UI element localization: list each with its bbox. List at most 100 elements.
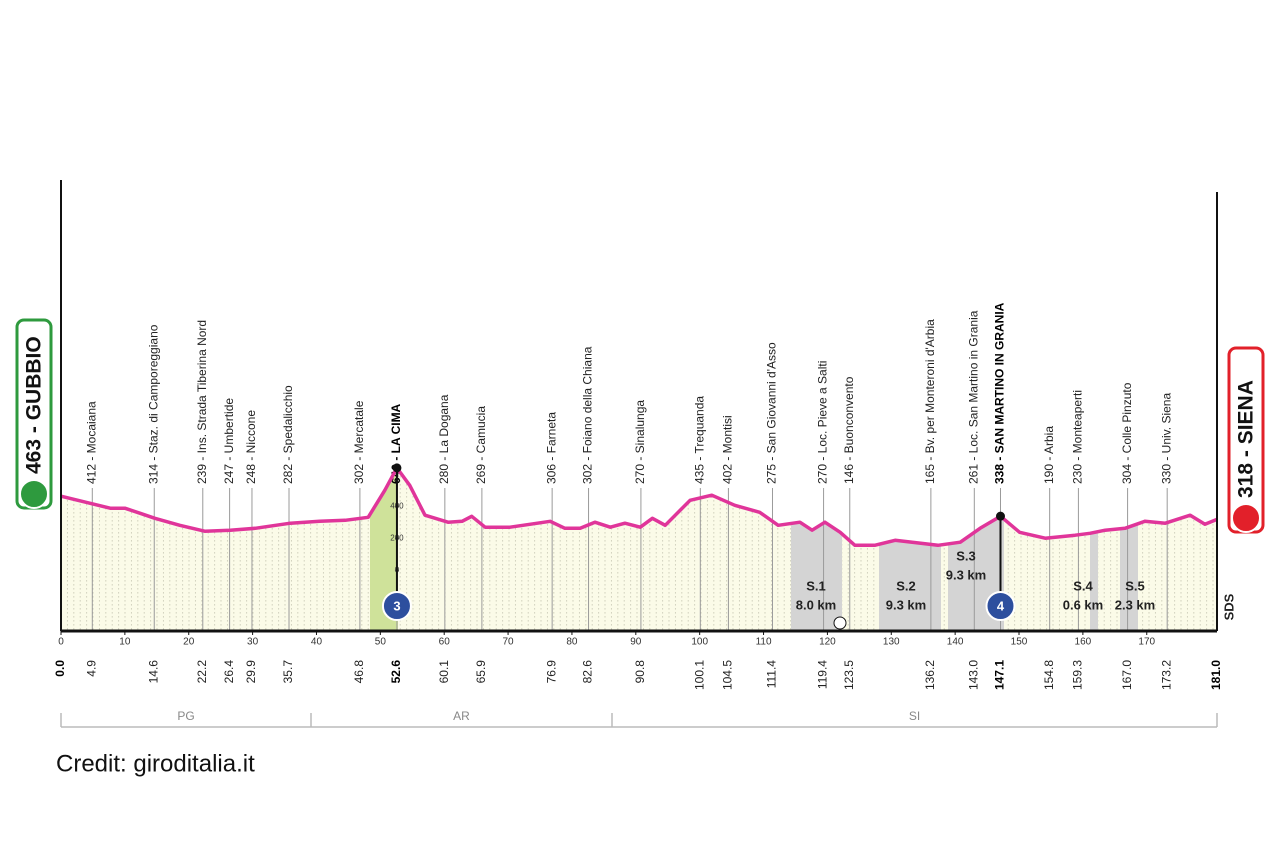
waypoint-label: 239 - Ins. Strada Tiberina Nord [195,320,209,484]
start-icon [19,479,49,509]
waypoint-label: 302 - Mercatale [352,400,366,484]
climb-top [995,511,1005,521]
waypoint-label: 412 - Mocaiana [84,401,98,484]
finish-label: 318 - SIENA [1235,380,1258,498]
profile-area [61,467,1217,631]
waypoint-label: 247 - Umbertide [222,398,236,484]
sector-zone [1090,467,1098,631]
waypoint-km: 29.9 [244,660,258,684]
waypoint-km: 90.8 [633,660,647,684]
waypoint-label: 304 - Colle Pinzuto [1120,382,1134,484]
waypoint-label: 146 - Buonconvento [842,376,856,484]
waypoint-km: 159.3 [1071,660,1085,690]
waypoint-label: 275 - San Giovanni d'Asso [765,342,779,484]
waypoint-label: 230 - Monteaperti [1071,390,1085,484]
start-km: 0.0 [53,660,67,677]
waypoint-label: 282 - Spedalicchio [281,385,295,484]
sector-length: 8.0 km [796,597,836,612]
sector-name: S.4 [1073,578,1093,593]
waypoint-label: 314 - Staz. di Camporeggiano [146,324,160,484]
start-label: 463 - GUBBIO [23,336,46,474]
sector-name: S.1 [806,578,826,593]
waypoint-label: 435 - Trequanda [692,396,706,484]
x-tick-label: 140 [947,637,964,648]
finish-km: 181.0 [1209,660,1223,690]
sector-length: 2.3 km [1115,597,1155,612]
x-tick-label: 150 [1011,637,1028,648]
waypoint-km: 143.0 [966,660,980,690]
waypoint-label: 302 - Foiano della Chiana [581,346,595,484]
x-tick-label: 130 [883,637,900,648]
x-tick-label: 80 [566,637,578,648]
waypoint-label: 248 - Niccone [244,410,258,484]
x-tick-label: 20 [183,637,195,648]
waypoint-label: 270 - Sinalunga [633,400,647,484]
x-tick-label: 110 [756,637,772,648]
x-tick-label: 0 [58,637,64,648]
sector-name: S.5 [1125,578,1145,593]
km-marker [833,616,847,630]
climb-top [392,463,402,473]
climb-badge [381,591,412,621]
waypoint-label: 640 - LA CIMA [389,403,403,484]
x-tick-label: 120 [819,637,836,648]
waypoint-km: 14.6 [146,660,160,684]
credit: Credit: giroditalia.it [56,750,255,777]
finish-icon [1231,503,1261,533]
waypoint-km: 104.5 [721,660,735,690]
waypoint-km: 123.5 [842,660,856,690]
waypoint-label: 330 - Univ. Siena [1159,393,1173,484]
waypoint-label: 402 - Montisi [721,415,735,484]
waypoint-label: 306 - Farneta [544,412,558,484]
waypoint-km: 167.0 [1120,660,1134,690]
waypoint-km: 147.1 [993,660,1007,690]
waypoint-km: 82.6 [581,660,595,684]
waypoint-km: 100.1 [692,660,706,690]
x-tick-label: 160 [1075,637,1092,648]
waypoint-label: 270 - Loc. Pieve a Salti [816,361,830,484]
waypoint-km: 22.2 [195,660,209,684]
x-tick-label: 90 [630,637,642,648]
waypoint-km: 65.9 [474,660,488,684]
waypoint-km: 119.4 [816,660,830,689]
sector-length: 0.6 km [1063,597,1103,612]
x-tick-label: 70 [503,637,515,648]
climb-category: 3 [393,598,400,613]
waypoint-label: 280 - La Dogana [437,394,451,484]
sector-length: 9.3 km [886,597,926,612]
waypoint-km: 136.2 [923,660,937,690]
waypoint-km: 4.9 [84,660,98,677]
profile-line [60,466,1218,548]
sector-length: 9.3 km [946,567,986,582]
region-label: AR [453,709,470,723]
x-tick-label: 170 [1138,637,1155,648]
sign: SDS [1221,593,1236,620]
region-label: PG [177,709,194,723]
x-tick-label: 50 [375,637,387,648]
waypoint-km: 35.7 [281,660,295,684]
region-label: SI [909,709,920,723]
waypoint-label: 269 - Camucia [474,406,488,484]
waypoint-km: 173.2 [1159,660,1173,690]
waypoint-km: 52.6 [389,660,403,684]
x-tick-label: 60 [439,637,451,648]
waypoint-km: 154.8 [1042,660,1056,690]
waypoint-km: 111.4 [765,660,779,689]
climb-badge [985,591,1016,621]
x-tick-label: 40 [311,637,323,648]
waypoint-km: 76.9 [544,660,558,684]
waypoint-label: 338 - SAN MARTINO IN GRANIA [993,302,1007,484]
sector-name: S.3 [956,548,976,563]
climb-category: 4 [997,598,1005,613]
x-tick-label: 100 [691,637,708,648]
x-tick-label: 10 [119,637,131,648]
waypoint-label: 261 - Loc. San Martino in Grania [966,310,980,484]
waypoint-km: 26.4 [222,660,236,684]
sector-name: S.2 [896,578,916,593]
waypoint-label: 165 - Bv. per Monteroni d'Arbia [923,319,937,484]
waypoint-km: 46.8 [352,660,366,684]
x-tick-label: 30 [247,637,259,648]
waypoint-km: 60.1 [437,660,451,684]
waypoint-label: 190 - Arbia [1042,426,1056,484]
